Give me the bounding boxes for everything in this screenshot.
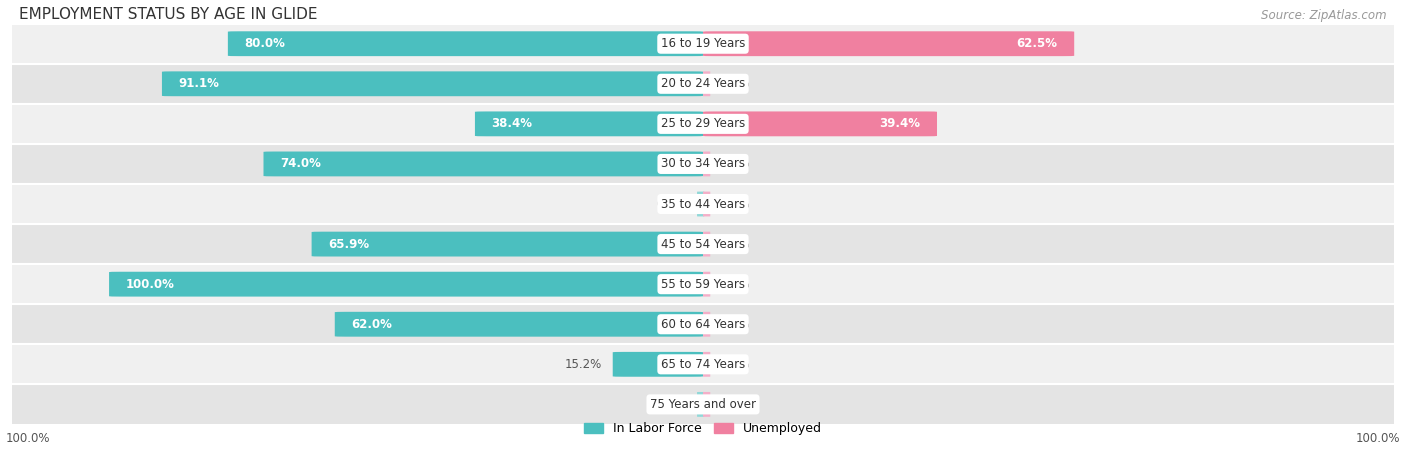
FancyBboxPatch shape [703, 392, 710, 417]
Text: 30 to 34 Years: 30 to 34 Years [661, 158, 745, 171]
Text: 91.1%: 91.1% [179, 77, 219, 90]
Bar [13, 104, 1393, 144]
Text: 0.0%: 0.0% [720, 198, 749, 211]
Text: 74.0%: 74.0% [280, 158, 321, 171]
Text: 0.0%: 0.0% [657, 198, 686, 211]
Text: 15.2%: 15.2% [564, 358, 602, 371]
FancyBboxPatch shape [613, 352, 703, 377]
Text: 0.0%: 0.0% [720, 77, 749, 90]
Text: 16 to 19 Years: 16 to 19 Years [661, 37, 745, 50]
FancyBboxPatch shape [697, 192, 704, 216]
Bar [13, 384, 1393, 424]
Text: 0.0%: 0.0% [720, 318, 749, 331]
FancyBboxPatch shape [703, 232, 710, 256]
FancyBboxPatch shape [703, 112, 936, 136]
Text: 0.0%: 0.0% [720, 158, 749, 171]
Text: 80.0%: 80.0% [245, 37, 285, 50]
Bar [13, 64, 1393, 104]
FancyBboxPatch shape [228, 32, 703, 56]
FancyBboxPatch shape [703, 272, 710, 297]
Bar [13, 184, 1393, 224]
Text: 60 to 64 Years: 60 to 64 Years [661, 318, 745, 331]
Text: Source: ZipAtlas.com: Source: ZipAtlas.com [1261, 9, 1386, 22]
Text: 62.0%: 62.0% [352, 318, 392, 331]
Text: 0.0%: 0.0% [657, 398, 686, 411]
Text: 0.0%: 0.0% [720, 278, 749, 291]
Bar [13, 344, 1393, 384]
FancyBboxPatch shape [335, 312, 703, 337]
FancyBboxPatch shape [703, 312, 710, 337]
FancyBboxPatch shape [263, 152, 703, 176]
Text: 75 Years and over: 75 Years and over [650, 398, 756, 411]
Text: 100.0%: 100.0% [125, 278, 174, 291]
Text: 100.0%: 100.0% [1355, 432, 1400, 445]
Text: 0.0%: 0.0% [720, 358, 749, 371]
Text: 62.5%: 62.5% [1017, 37, 1057, 50]
Text: 100.0%: 100.0% [6, 432, 51, 445]
FancyBboxPatch shape [703, 152, 710, 176]
FancyBboxPatch shape [475, 112, 703, 136]
Legend: In Labor Force, Unemployed: In Labor Force, Unemployed [579, 417, 827, 440]
Text: 55 to 59 Years: 55 to 59 Years [661, 278, 745, 291]
Text: 65.9%: 65.9% [328, 238, 370, 251]
Text: 35 to 44 Years: 35 to 44 Years [661, 198, 745, 211]
Text: 65 to 74 Years: 65 to 74 Years [661, 358, 745, 371]
Text: 20 to 24 Years: 20 to 24 Years [661, 77, 745, 90]
Text: 45 to 54 Years: 45 to 54 Years [661, 238, 745, 251]
Text: EMPLOYMENT STATUS BY AGE IN GLIDE: EMPLOYMENT STATUS BY AGE IN GLIDE [20, 7, 318, 22]
Text: 0.0%: 0.0% [720, 398, 749, 411]
Bar [13, 224, 1393, 264]
FancyBboxPatch shape [703, 352, 710, 377]
Bar [13, 264, 1393, 304]
Text: 0.0%: 0.0% [720, 238, 749, 251]
FancyBboxPatch shape [162, 72, 703, 96]
FancyBboxPatch shape [703, 32, 1074, 56]
Bar [13, 304, 1393, 344]
FancyBboxPatch shape [312, 232, 703, 256]
Bar [13, 24, 1393, 64]
FancyBboxPatch shape [697, 392, 704, 417]
FancyBboxPatch shape [703, 192, 710, 216]
FancyBboxPatch shape [703, 72, 710, 96]
Text: 39.4%: 39.4% [879, 117, 921, 130]
FancyBboxPatch shape [110, 272, 703, 297]
Text: 38.4%: 38.4% [492, 117, 533, 130]
Text: 25 to 29 Years: 25 to 29 Years [661, 117, 745, 130]
Bar [13, 144, 1393, 184]
